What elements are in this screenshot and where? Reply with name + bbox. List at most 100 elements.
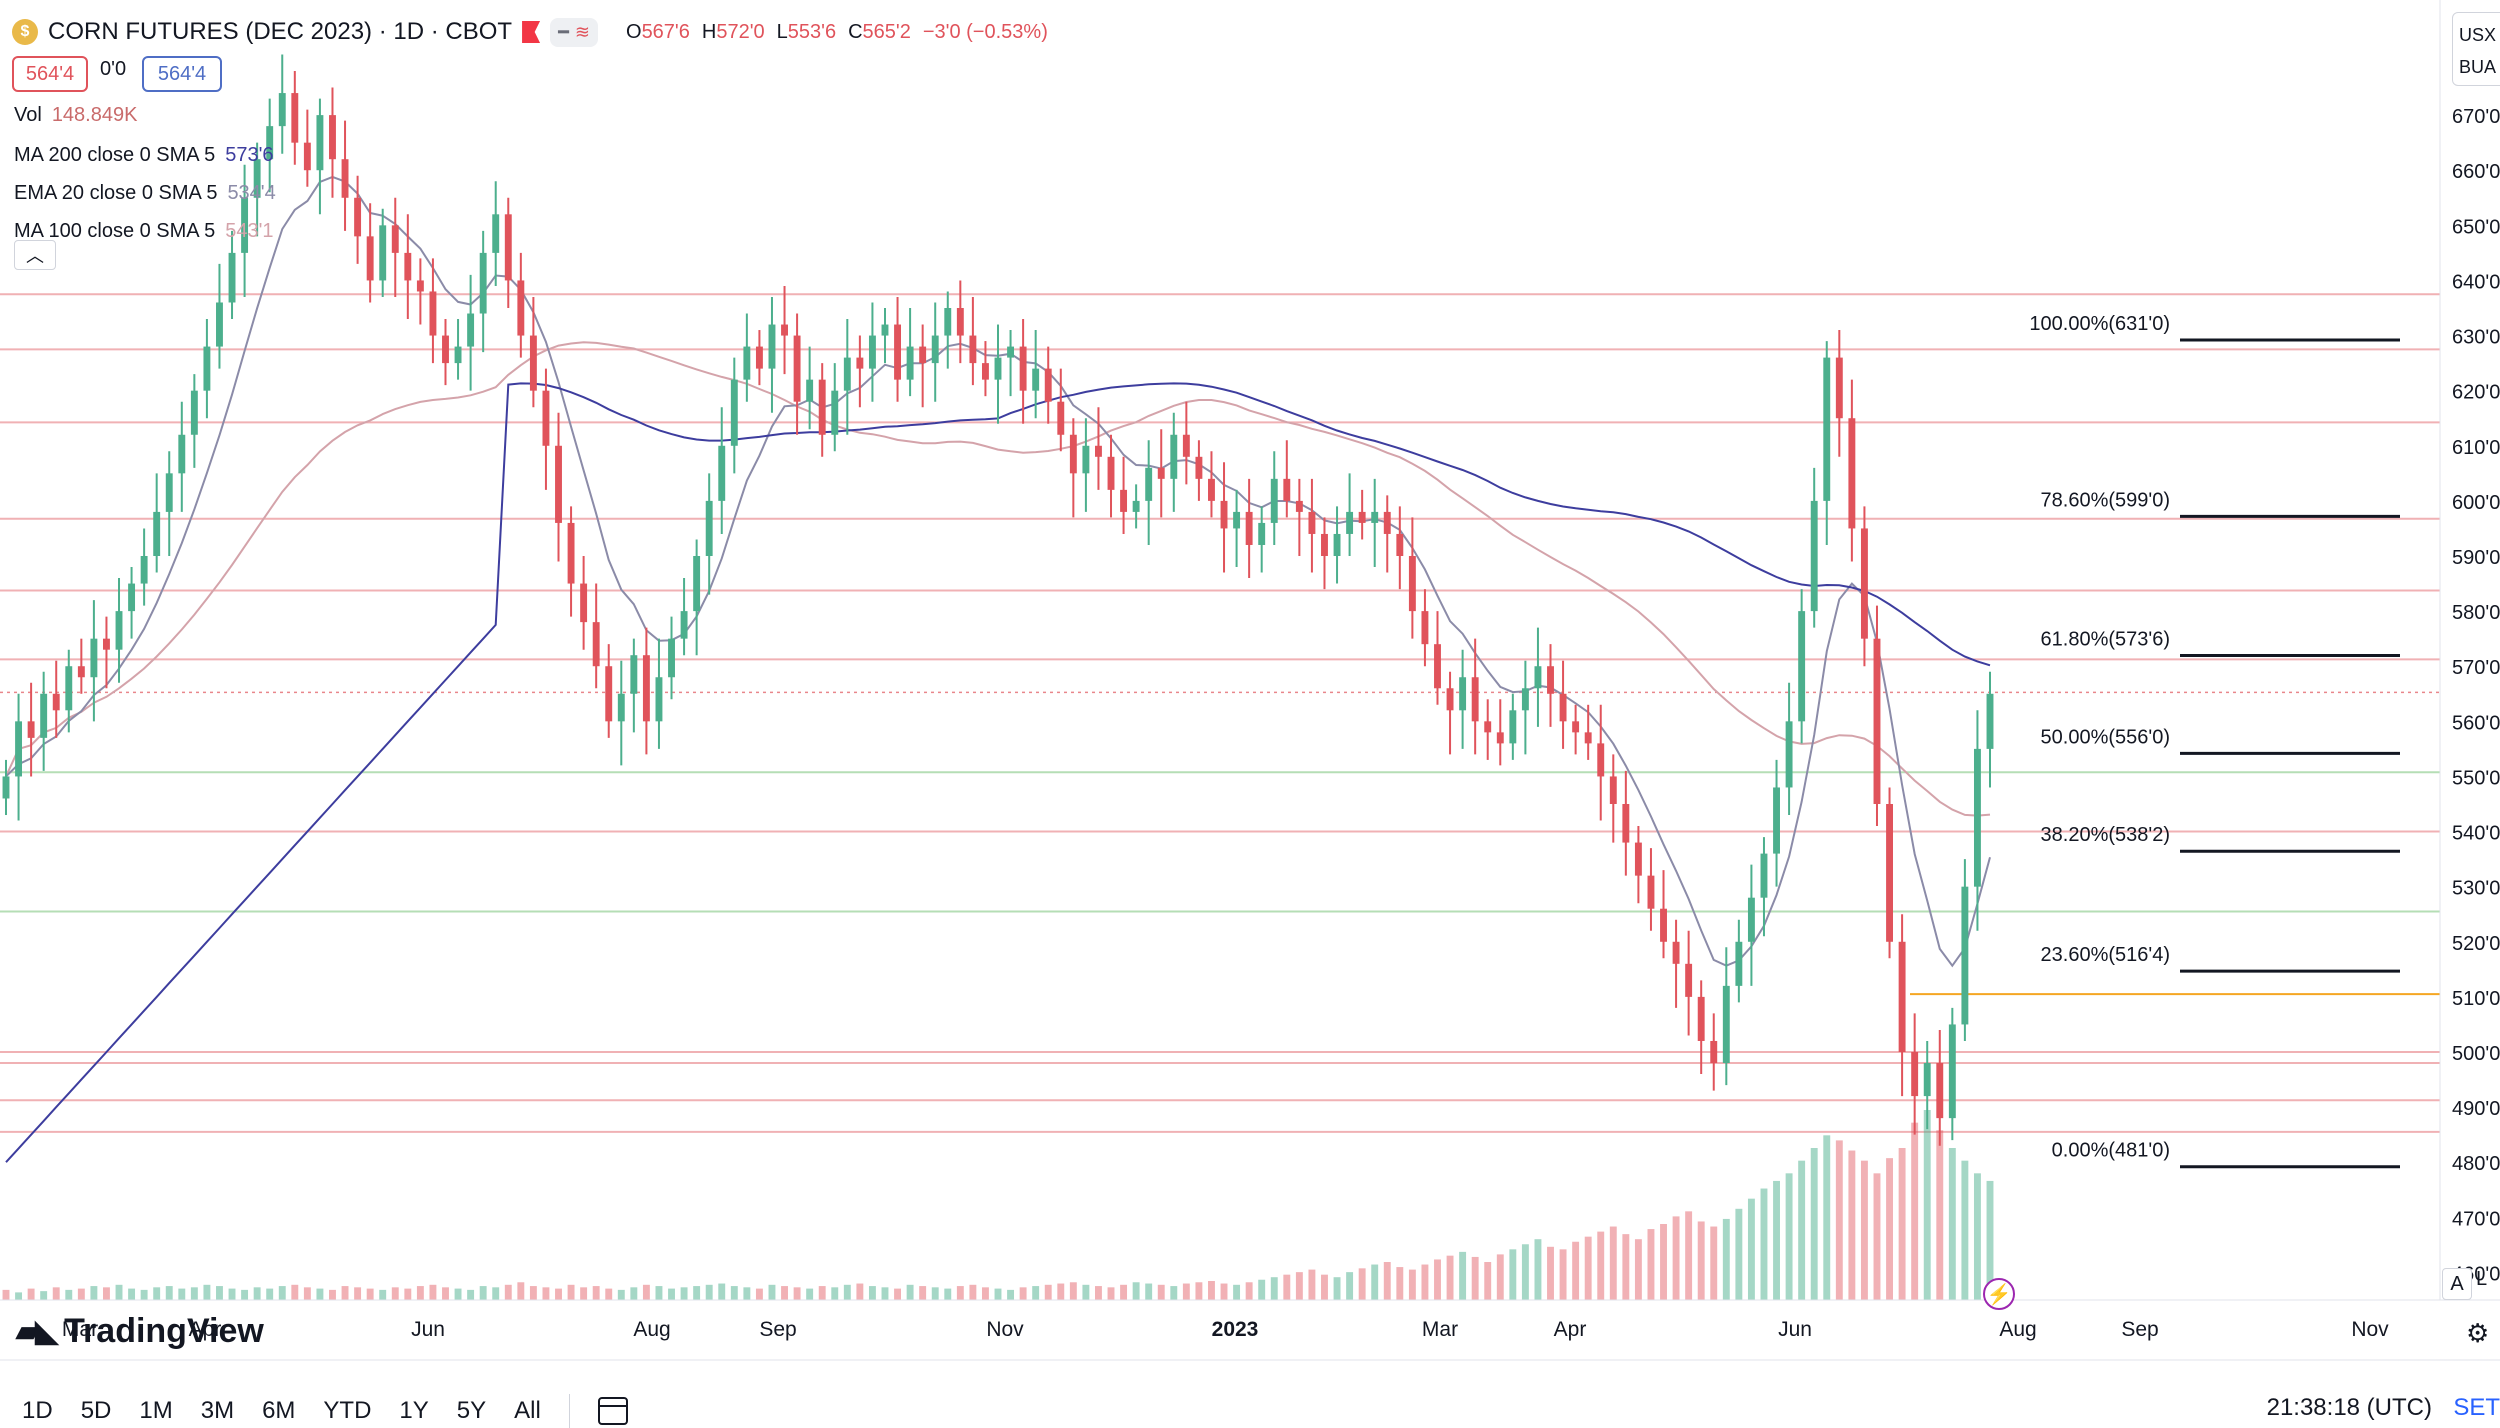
candle-body: [1421, 611, 1429, 645]
volume-bar: [1346, 1272, 1354, 1300]
volume-bar: [894, 1288, 901, 1300]
log-scale-button[interactable]: L: [2476, 1268, 2488, 1290]
range-1m[interactable]: 1M: [139, 1397, 173, 1424]
candle-body: [77, 666, 85, 678]
legend-ema20[interactable]: EMA 20 close 0 SMA 5 534'4: [14, 182, 276, 204]
volume-bar: [203, 1284, 211, 1300]
volume-bar: [1911, 1122, 1919, 1300]
candle-body: [743, 346, 751, 380]
volume-bar: [303, 1287, 311, 1300]
candle-body: [1747, 897, 1755, 942]
candle-body: [1233, 511, 1241, 529]
volume-bar: [605, 1288, 613, 1300]
candle-body: [1860, 528, 1868, 639]
volume-bar: [1760, 1188, 1768, 1300]
volume-bar: [981, 1287, 989, 1300]
volume-bar: [730, 1286, 738, 1300]
volume-bar: [1660, 1224, 1667, 1300]
candle-body: [1911, 1052, 1919, 1097]
candle-body: [605, 666, 613, 722]
utc-clock[interactable]: 21:38:18 (UTC): [2266, 1394, 2432, 1421]
volume-bar: [1773, 1180, 1780, 1300]
candle-body: [1446, 688, 1454, 711]
volume-bar: [103, 1287, 110, 1300]
legend-ma100[interactable]: MA 100 close 0 SMA 5 543'1: [14, 220, 274, 242]
candle-body: [718, 445, 726, 501]
range-ytd[interactable]: YTD: [323, 1397, 372, 1424]
range-1d[interactable]: 1D: [22, 1397, 53, 1424]
buy-price-button[interactable]: 564'4: [142, 56, 222, 92]
flag-icon[interactable]: [522, 21, 541, 43]
candle-body: [103, 638, 110, 650]
candle-body: [1973, 748, 1981, 887]
volume-bar: [1609, 1226, 1617, 1300]
currency-selector[interactable]: USX BUA: [2452, 12, 2500, 86]
volume-bar: [291, 1284, 299, 1300]
candle-body: [1710, 1040, 1718, 1064]
volume-bar: [316, 1288, 324, 1300]
range-6m[interactable]: 6M: [262, 1397, 296, 1424]
volume-bar: [2, 1289, 10, 1300]
candle-body: [1496, 732, 1504, 744]
ma100-line: [5, 341, 1991, 817]
candle-body: [693, 556, 701, 612]
candle-body: [1346, 511, 1354, 534]
volume-bar: [906, 1284, 914, 1300]
gear-icon[interactable]: ⚙: [2466, 1318, 2490, 1348]
range-5d[interactable]: 5D: [80, 1397, 112, 1424]
lightning-icon[interactable]: ⚡: [1983, 1278, 2015, 1310]
range-all[interactable]: All: [514, 1397, 541, 1424]
volume-bar: [140, 1289, 148, 1300]
volume-bar: [680, 1287, 688, 1300]
calendar-icon[interactable]: [597, 1397, 628, 1425]
fib-label: 50.00%(556'0): [2041, 726, 2170, 748]
range-3m[interactable]: 3M: [200, 1397, 235, 1424]
auto-scale-button[interactable]: A: [2442, 1268, 2472, 1300]
legend-volume[interactable]: Vol 148.849K: [14, 104, 138, 126]
volume-bar: [1973, 1173, 1981, 1300]
price-tick-label: 640'0: [2452, 271, 2500, 293]
volume-bar: [868, 1286, 876, 1300]
volume-bar: [1547, 1246, 1554, 1300]
volume-bar: [1484, 1262, 1492, 1300]
time-tick-label: 2023: [1212, 1318, 1259, 1341]
fib-label: 100.00%(631'0): [2029, 313, 2170, 335]
price-tick-label: 540'0: [2452, 823, 2500, 845]
candle-body: [1283, 478, 1291, 501]
legend-ma200[interactable]: MA 200 close 0 SMA 5 573'6: [14, 144, 274, 166]
volume-bar: [755, 1288, 763, 1300]
candle-body: [994, 357, 1002, 380]
volume-bar: [1961, 1160, 1969, 1300]
candle-body: [1622, 804, 1630, 843]
volume-bar: [1848, 1150, 1856, 1300]
candle-body: [165, 473, 173, 512]
price-tick-label: 470'0: [2452, 1208, 2500, 1230]
volume-bar: [630, 1287, 638, 1300]
range-1y[interactable]: 1Y: [399, 1397, 429, 1424]
symbol-title[interactable]: CORN FUTURES (DEC 2023) · 1D · CBOT: [48, 18, 513, 45]
corn-coin-icon: $: [12, 19, 38, 45]
candle-body: [1245, 511, 1253, 545]
sell-price-button[interactable]: 564'4: [12, 56, 88, 92]
candle-body: [1258, 522, 1266, 545]
time-tick-label: Mar: [1422, 1318, 1458, 1341]
volume-bar: [1936, 1130, 1944, 1300]
volume-layer: [2, 1110, 1994, 1300]
candle-body: [454, 346, 462, 364]
candle-body: [1069, 434, 1077, 474]
chart-type-toggle[interactable]: ━ ≋: [550, 17, 598, 47]
candle-body: [1408, 556, 1416, 612]
fib-label: 23.60%(516'4): [2041, 944, 2170, 966]
chevron-up-icon[interactable]: ︿: [14, 240, 56, 270]
volume-bar: [956, 1286, 964, 1300]
candle-body: [1208, 478, 1215, 501]
toolbar-divider: [568, 1394, 570, 1428]
range-5y[interactable]: 5Y: [456, 1397, 487, 1424]
volume-bar: [1710, 1226, 1718, 1300]
volume-bar: [1358, 1268, 1366, 1300]
settings-link[interactable]: SET: [2453, 1394, 2500, 1421]
volume-bar: [1170, 1286, 1178, 1300]
volume-bar: [580, 1287, 588, 1300]
